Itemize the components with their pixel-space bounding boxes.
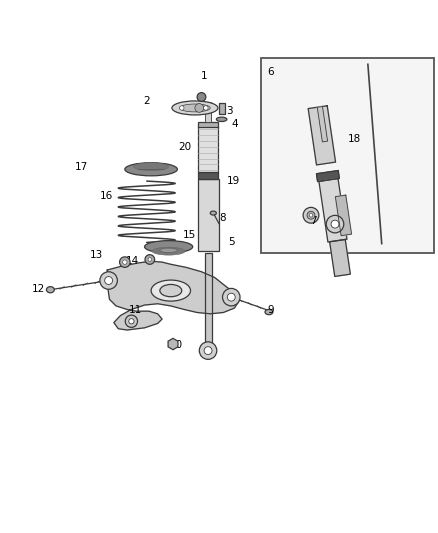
Circle shape <box>326 215 344 233</box>
Text: 18: 18 <box>348 134 361 144</box>
Polygon shape <box>308 106 336 165</box>
Bar <box>198 122 218 127</box>
Text: 8: 8 <box>219 213 226 223</box>
Text: 17: 17 <box>74 161 88 172</box>
Text: 15: 15 <box>183 230 196 240</box>
Polygon shape <box>319 179 347 242</box>
Circle shape <box>145 255 155 264</box>
Text: 11: 11 <box>129 305 142 316</box>
Circle shape <box>197 93 206 101</box>
Circle shape <box>123 260 127 264</box>
Ellipse shape <box>134 163 169 171</box>
Bar <box>205 253 212 345</box>
Text: 3: 3 <box>226 106 233 116</box>
Circle shape <box>129 319 134 324</box>
Ellipse shape <box>160 248 177 253</box>
Bar <box>198 172 218 179</box>
Circle shape <box>199 342 217 359</box>
Ellipse shape <box>265 310 273 314</box>
Text: 13: 13 <box>90 249 103 260</box>
Circle shape <box>105 277 113 285</box>
Circle shape <box>309 214 313 217</box>
Bar <box>219 103 225 114</box>
Circle shape <box>307 211 315 219</box>
Bar <box>261 59 434 253</box>
Text: 5: 5 <box>228 237 235 247</box>
Circle shape <box>204 106 208 110</box>
Ellipse shape <box>145 241 193 253</box>
Circle shape <box>120 257 130 268</box>
Circle shape <box>100 272 117 289</box>
Text: 9: 9 <box>267 305 274 316</box>
Ellipse shape <box>46 287 54 293</box>
Circle shape <box>303 207 319 223</box>
Ellipse shape <box>125 163 177 176</box>
Text: 19: 19 <box>227 176 240 186</box>
Polygon shape <box>317 107 328 142</box>
Circle shape <box>125 315 138 327</box>
Circle shape <box>331 220 339 228</box>
Bar <box>198 126 218 172</box>
Polygon shape <box>107 261 239 330</box>
Ellipse shape <box>160 285 182 297</box>
Text: 16: 16 <box>99 191 113 201</box>
Text: 20: 20 <box>178 142 191 152</box>
Text: 12: 12 <box>32 284 45 294</box>
Text: 6: 6 <box>267 67 274 77</box>
Ellipse shape <box>216 117 227 122</box>
Circle shape <box>195 103 204 112</box>
Circle shape <box>223 288 240 306</box>
Circle shape <box>180 106 184 110</box>
Text: 14: 14 <box>126 256 139 266</box>
Ellipse shape <box>151 280 191 301</box>
Text: 2: 2 <box>143 96 150 107</box>
Text: 4: 4 <box>231 119 238 128</box>
Ellipse shape <box>210 211 216 215</box>
Polygon shape <box>330 239 350 277</box>
Text: 1: 1 <box>200 71 207 81</box>
Ellipse shape <box>152 247 185 255</box>
Circle shape <box>227 293 235 301</box>
Bar <box>205 102 211 122</box>
Ellipse shape <box>180 104 210 112</box>
Polygon shape <box>317 171 339 182</box>
Circle shape <box>204 346 212 354</box>
Polygon shape <box>336 195 352 236</box>
Circle shape <box>148 258 152 261</box>
Bar <box>198 179 219 251</box>
Text: 10: 10 <box>170 341 183 350</box>
Text: 7: 7 <box>310 215 317 225</box>
Ellipse shape <box>172 101 218 115</box>
